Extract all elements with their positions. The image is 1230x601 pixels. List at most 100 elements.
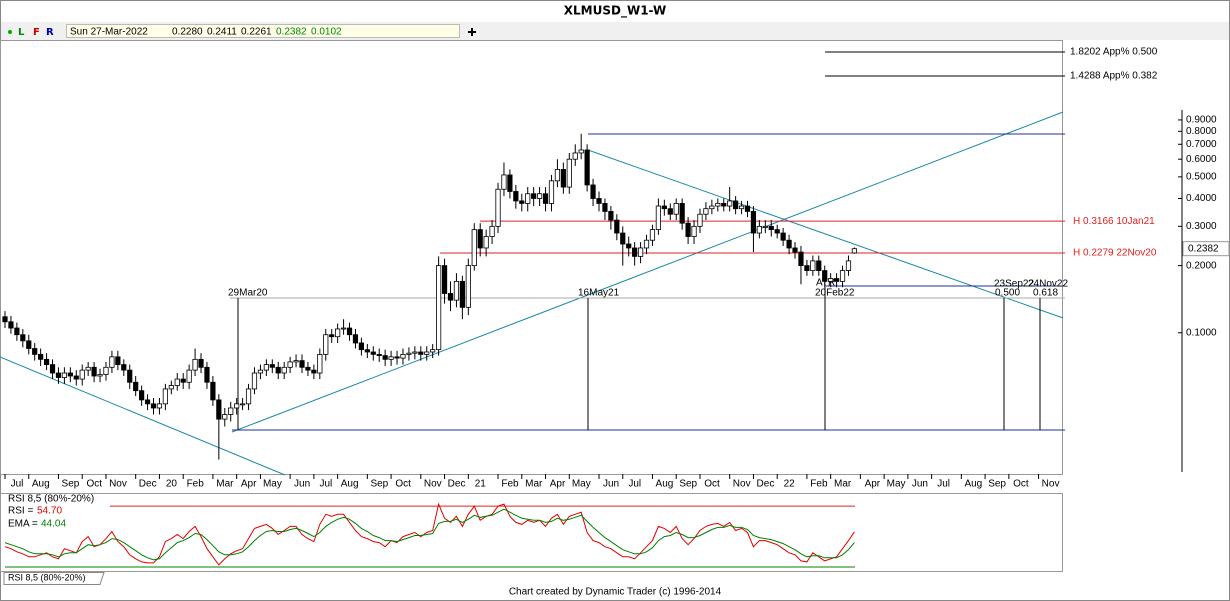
- candle-body: [49, 364, 56, 374]
- candle-body: [79, 369, 85, 380]
- x-tick-label: Jun: [912, 479, 928, 490]
- candle-body: [305, 366, 311, 371]
- candle-body: [412, 351, 418, 354]
- candle-body: [144, 399, 151, 405]
- candle-body: [263, 364, 269, 371]
- candle-body: [744, 205, 751, 212]
- info-open: 0.2280: [172, 27, 203, 38]
- candle-body: [798, 251, 804, 267]
- candle-body: [127, 369, 133, 383]
- candle-body: [20, 334, 26, 342]
- candle-body: [156, 403, 163, 409]
- x-tick-label: Oct: [704, 479, 720, 490]
- candle-body: [287, 361, 293, 368]
- x-tick-label: Sep: [62, 479, 80, 490]
- annotation: 20Feb22: [815, 288, 855, 299]
- rsi-pane: [0, 493, 1063, 572]
- info-close: 0.2382: [276, 27, 307, 38]
- candle-body: [756, 225, 762, 234]
- candle-body: [103, 366, 109, 375]
- price-pane: [0, 40, 1063, 475]
- candle-body: [489, 225, 495, 237]
- mode-button[interactable]: L: [18, 27, 25, 38]
- candle-body: [620, 232, 626, 245]
- x-tick-label: Jul: [628, 479, 641, 490]
- candle-body: [453, 280, 460, 301]
- pane-tab[interactable]: [3, 572, 105, 585]
- candle-body: [269, 364, 275, 368]
- candle-body: [477, 229, 483, 249]
- candle-body: [32, 348, 38, 355]
- candle-body: [703, 208, 709, 215]
- candle-body: [501, 174, 507, 190]
- candle-body: [483, 236, 489, 249]
- candle-body: [614, 219, 620, 234]
- x-tick-label: Dec: [448, 479, 466, 490]
- candle-body: [388, 356, 394, 360]
- x-tick-label: Feb: [187, 479, 205, 490]
- x-tick-label: Sep: [679, 479, 697, 490]
- candle-body: [364, 349, 370, 353]
- candle-body: [459, 280, 465, 308]
- series-line: [4, 502, 855, 566]
- candle-body: [73, 375, 79, 380]
- candle-body: [465, 265, 471, 308]
- x-tick-label: Aug: [341, 479, 359, 490]
- candle-body: [685, 222, 691, 237]
- x-tick-label: 21: [475, 479, 487, 490]
- add-button[interactable]: [468, 28, 476, 36]
- candle-body: [239, 403, 246, 406]
- mode-button[interactable]: R: [46, 27, 54, 38]
- y-tick-label: 0.6000: [1186, 154, 1217, 165]
- candle-body: [418, 351, 424, 355]
- y-tick-label: 0.4000: [1186, 193, 1217, 204]
- candle-body: [525, 193, 531, 204]
- annotation: 24Nov22: [1028, 279, 1068, 290]
- candle-body: [554, 169, 561, 182]
- candle-body: [810, 260, 816, 271]
- candle-body: [109, 356, 115, 368]
- candle-body: [804, 265, 810, 271]
- x-tick-label: Oct: [395, 479, 411, 490]
- x-tick-label: Dec: [757, 479, 775, 490]
- candle-body: [394, 356, 400, 359]
- legend-label: EMA =: [8, 519, 38, 530]
- x-tick-label: Apr: [241, 479, 257, 490]
- candle-body: [596, 198, 602, 204]
- candle-body: [115, 356, 121, 365]
- candle-body: [293, 360, 299, 363]
- candle-body: [91, 366, 97, 377]
- x-tick-label: May: [263, 479, 282, 490]
- level-label: H 0.2279 22Nov20: [1073, 248, 1157, 259]
- x-tick-label: Jul: [937, 479, 950, 490]
- candle-body: [738, 205, 745, 210]
- candle-body: [168, 385, 174, 390]
- mode-button[interactable]: F: [33, 27, 40, 38]
- x-tick-label: May: [572, 479, 591, 490]
- candle-body: [192, 358, 198, 371]
- candle-body: [519, 200, 525, 204]
- info-date: Sun 27-Mar-2022: [70, 27, 148, 38]
- candle-body: [661, 205, 667, 210]
- candle-body: [816, 260, 822, 271]
- candle-body: [572, 152, 578, 160]
- candle-body: [673, 203, 679, 215]
- candle-body: [406, 352, 412, 355]
- y-tick-label: 0.2000: [1186, 260, 1217, 271]
- candle-body: [679, 203, 685, 224]
- rsi-title: RSI 8,5 (80%-20%): [8, 494, 94, 505]
- candle-body: [26, 340, 32, 349]
- x-tick-label: Aug: [32, 479, 50, 490]
- price-box-label: 0.2382: [1188, 243, 1219, 254]
- candle-body: [822, 270, 828, 282]
- x-tick-label: Mar: [525, 479, 543, 490]
- candle-body: [542, 193, 549, 204]
- candle-body: [139, 390, 145, 401]
- series-line: [4, 508, 855, 561]
- candle-body: [430, 349, 436, 353]
- candle-body: [637, 247, 644, 257]
- candle-body: [709, 205, 715, 210]
- candle-body: [608, 211, 614, 221]
- pane-tab-label[interactable]: RSI 8,5 (80%-20%): [8, 572, 86, 582]
